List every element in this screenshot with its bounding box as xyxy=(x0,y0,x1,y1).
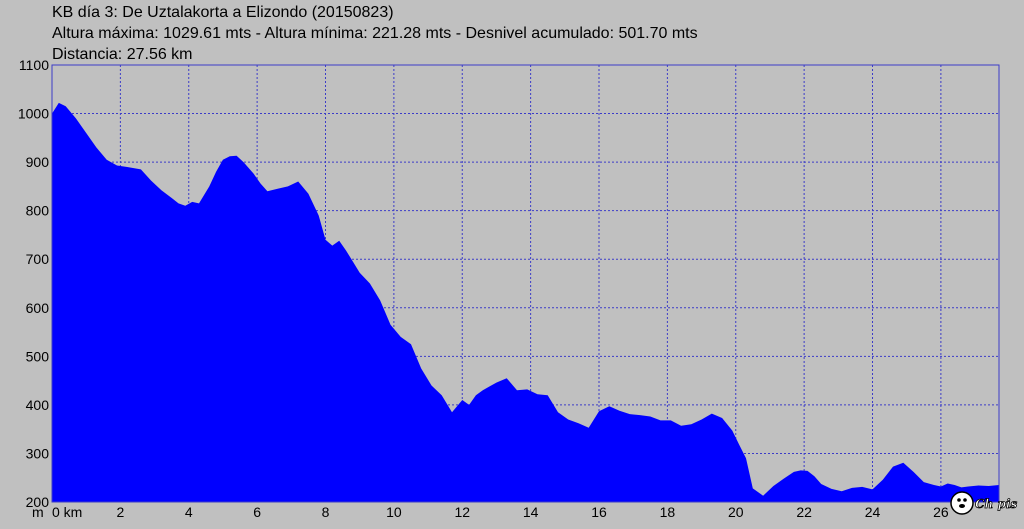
x-axis-ticks: 0 km 2 4 6 8 10 12 14 16 18 20 22 24 26 xyxy=(52,504,949,520)
x-tick-label: 16 xyxy=(591,504,607,520)
x-tick-label: 12 xyxy=(454,504,470,520)
x-tick-label: 10 xyxy=(386,504,402,520)
chart-stats: Altura máxima: 1029.61 mts - Altura míni… xyxy=(52,25,698,42)
x-tick-label: 24 xyxy=(865,504,881,520)
y-tick-label: 600 xyxy=(26,300,50,316)
y-tick-label: 400 xyxy=(26,397,50,413)
chart-distance: Distancia: 27.56 km xyxy=(52,46,193,63)
y-tick-label: 200 xyxy=(26,494,50,510)
y-tick-label: 1100 xyxy=(19,57,49,73)
y-tick-label: 300 xyxy=(26,445,50,461)
x-tick-label: 6 xyxy=(253,504,261,520)
y-tick-label: 500 xyxy=(26,348,50,364)
y-tick-label: 800 xyxy=(26,203,50,219)
x-tick-label: 20 xyxy=(728,504,744,520)
y-tick-label: 900 xyxy=(26,154,50,170)
y-axis-ticks: 200 300 400 500 600 700 800 900 1000 1100 xyxy=(18,57,49,510)
x-tick-label: 4 xyxy=(185,504,193,520)
y-tick-label: 1000 xyxy=(18,106,49,122)
logo-nose xyxy=(959,504,965,508)
x-tick-label: 18 xyxy=(660,504,676,520)
logo-eye xyxy=(963,498,967,502)
y-tick-label: 700 xyxy=(26,251,50,267)
logo-text: Ch pis xyxy=(975,497,1017,511)
x-tick-label: 14 xyxy=(523,504,539,520)
elevation-area xyxy=(52,102,999,503)
chart-title: KB día 3: De Uztalakorta a Elizondo (201… xyxy=(52,4,394,21)
x-tick-label: 26 xyxy=(933,504,949,520)
logo-eye xyxy=(957,498,961,502)
y-axis-unit-label: m xyxy=(32,504,44,520)
chart-header: KB día 3: De Uztalakorta a Elizondo (201… xyxy=(52,2,698,65)
logo-dog-head xyxy=(950,491,974,515)
watermark-logo: Ch pis xyxy=(950,491,1018,515)
x-tick-label: 22 xyxy=(796,504,812,520)
x-tick-label: 8 xyxy=(322,504,330,520)
plot-frame xyxy=(51,64,1000,503)
x-tick-label: 2 xyxy=(116,504,124,520)
x-tick-label: 0 km xyxy=(52,504,82,520)
